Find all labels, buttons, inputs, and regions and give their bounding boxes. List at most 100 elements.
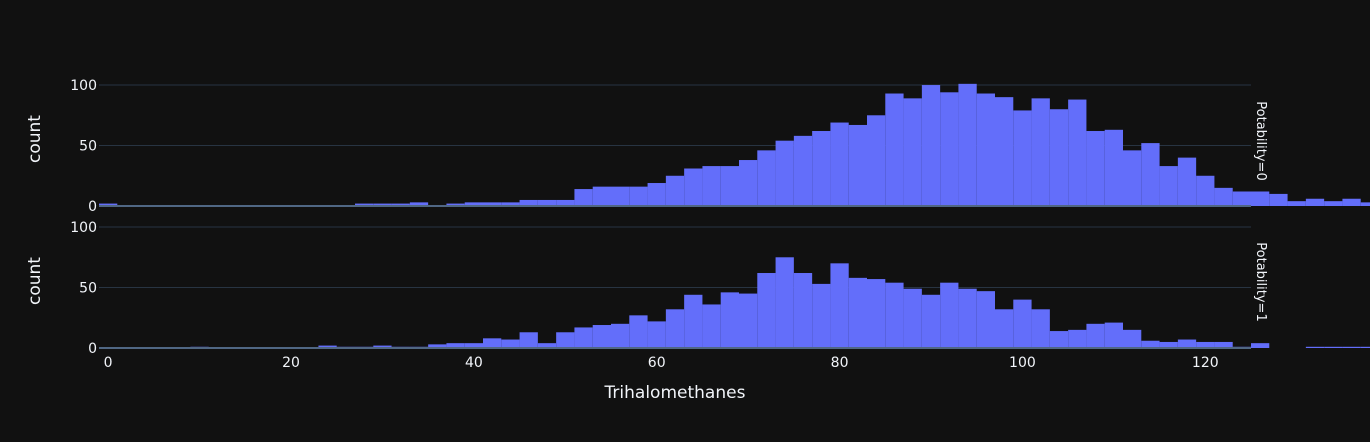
histogram-bar [940,282,959,348]
y-tick-label: 100 [70,220,97,236]
y-tick-label: 100 [70,78,97,94]
histogram-bar [976,291,995,348]
histogram-bar [1232,191,1251,206]
x-tick-label: 100 [1009,355,1036,371]
histogram-bar [99,203,118,206]
histogram-bar [629,186,648,206]
histogram-bar [1305,198,1325,206]
histogram-bar [409,202,429,206]
y-tick-label: 50 [79,139,97,155]
histogram-bar [1104,129,1123,206]
histogram-bar [1196,341,1215,348]
facet-potability-0: 0 50 100 [70,78,1370,215]
histogram-bar [1159,341,1178,348]
histogram-bar [355,203,374,206]
histogram-bar [885,93,904,206]
histogram-bar [501,202,520,206]
histogram-bar [757,273,776,348]
histogram-bar [739,293,758,348]
histogram-bar [647,183,666,206]
histogram-bar [537,199,557,206]
histogram-bar [1177,157,1197,206]
histogram-bar [1324,346,1343,348]
histogram-bar [1086,323,1105,348]
histogram-bar [958,288,977,348]
histogram-bar [885,282,904,348]
histogram-bar [1324,201,1343,206]
facet-label-potability-1: Potability=1 [1253,242,1268,321]
histogram-bar [373,203,392,206]
histogram-bar [995,97,1014,206]
histogram-bar [483,202,502,206]
histogram-bar [519,199,538,206]
histogram-bar [446,203,465,206]
histogram-bar [830,122,849,206]
histogram-bar [867,115,886,206]
histogram-bar [1013,110,1032,206]
histogram-bar [1196,175,1215,206]
histogram-bar [647,321,666,348]
histogram-bar [921,85,941,206]
histogram-bar [1049,331,1069,348]
histogram-bar [1013,299,1032,348]
histogram-bar [1360,346,1370,348]
histogram-bar [1123,150,1142,206]
histogram-bar [611,323,630,348]
histogram-bar [1251,191,1270,206]
x-tick-label: 20 [282,355,300,371]
y-axis-title-top: count [25,115,45,163]
histogram-bar [1214,341,1233,348]
histogram-bar [483,338,502,348]
histogram-bar [903,98,922,206]
x-tick-label: 60 [648,355,666,371]
histogram-bar [702,304,721,348]
histogram-bar [1159,166,1178,206]
histogram-bar [940,92,959,206]
histogram-bar [556,199,575,206]
histogram-bar [1068,99,1087,206]
histogram-bar [592,186,611,206]
histogram-bar [976,93,995,206]
x-tick-label: 0 [104,355,113,371]
histogram-bar [1251,343,1270,348]
y-tick-label: 50 [79,281,97,297]
histogram-bar [867,279,886,348]
histogram-bar [428,344,447,348]
histogram-bar [1214,187,1233,206]
histogram-bar [574,189,593,206]
histogram-bar [793,273,813,348]
histogram-bar [775,257,794,348]
histogram-bar [1342,346,1361,348]
histogram-bar [665,309,685,348]
histogram-bar [629,315,648,348]
histogram-bar [556,332,575,348]
histogram-bar [373,345,392,348]
histogram-bar [958,83,977,206]
histogram-bar [464,202,483,206]
histogram-bar [903,288,922,348]
facet-potability-1: 0 50 100 [70,220,1370,357]
histogram-bar [739,160,758,206]
histogram-bar [720,292,739,348]
histogram-bar [1141,143,1160,206]
histogram-bar [702,166,721,206]
histogram-bar [501,339,520,348]
histogram-bar [391,203,410,206]
y-tick-label: 0 [88,199,97,215]
histogram-bar [1049,109,1069,206]
histogram-bar [1068,329,1087,348]
histogram-bar [1104,322,1123,348]
histogram-bar [830,263,849,348]
y-axis-title-bottom: count [25,257,45,305]
histogram-bar [757,150,776,206]
histogram-bar [848,277,867,348]
x-axis-title: Trihalomethanes [604,383,746,403]
histogram-bar [665,175,685,206]
histogram-bar [574,327,593,348]
histogram-bar [537,343,557,348]
histogram-bar [775,140,794,206]
histogram-bar [1305,346,1325,348]
histogram-bar [592,325,611,348]
histogram-bar [318,345,337,348]
